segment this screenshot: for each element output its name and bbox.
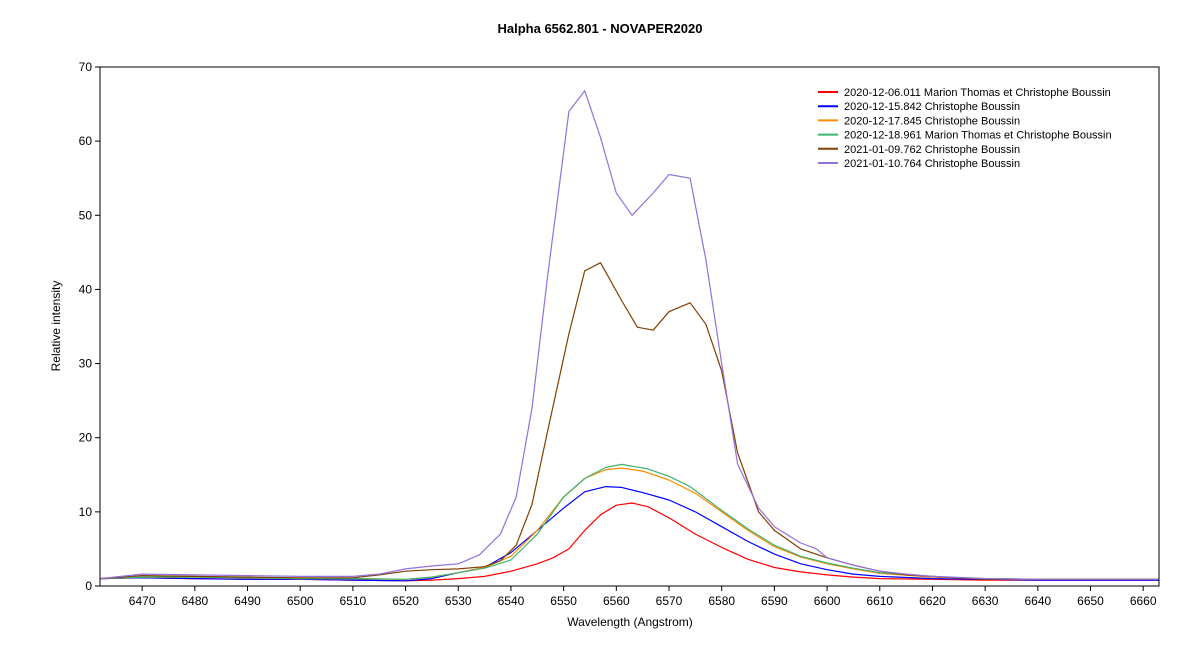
series-line-6 xyxy=(99,90,1159,580)
plot-area xyxy=(99,90,1159,582)
y-tick-label: 70 xyxy=(79,60,93,74)
x-tick-label: 6520 xyxy=(392,594,419,608)
x-tick-label: 6490 xyxy=(234,594,261,608)
series-line-4 xyxy=(99,463,1159,580)
y-tick-label: 0 xyxy=(85,579,92,593)
x-tick-label: 6640 xyxy=(1024,594,1051,608)
legend-label: 2020-12-17.845 Christophe Boussin xyxy=(844,115,1020,127)
x-tick-label: 6610 xyxy=(866,594,893,608)
y-axis: 0 10 20 30 40 50 60 70 xyxy=(79,60,100,593)
x-tick-label: 6500 xyxy=(287,594,314,608)
y-tick-label: 40 xyxy=(79,282,93,296)
y-tick-label: 10 xyxy=(79,505,93,519)
x-tick-label: 6480 xyxy=(181,594,208,608)
plot-frame xyxy=(99,66,1160,587)
y-tick-label: 20 xyxy=(79,431,93,445)
legend-label: 2020-12-18.961 Marion Thomas et Christop… xyxy=(844,130,1112,142)
x-tick-label: 6510 xyxy=(340,594,367,608)
x-tick-label: 6530 xyxy=(445,594,472,608)
x-tick-label: 6650 xyxy=(1077,594,1104,608)
legend-label: 2020-12-06.011 Marion Thomas et Christop… xyxy=(844,87,1111,99)
series-line-3 xyxy=(99,467,1159,580)
x-tick-label: 6600 xyxy=(814,594,841,608)
legend-label: 2021-01-10.764 Christophe Boussin xyxy=(844,158,1020,170)
y-axis-label: Relative intensity xyxy=(49,281,63,372)
y-tick-label: 30 xyxy=(79,357,93,371)
x-tick-label: 6540 xyxy=(498,594,525,608)
series-line-2 xyxy=(99,486,1159,582)
series-line-5 xyxy=(99,262,1159,580)
y-tick-label: 60 xyxy=(79,134,93,148)
legend-label: 2021-01-09.762 Christophe Boussin xyxy=(844,144,1020,156)
legend: 2020-12-06.011 Marion Thomas et Christop… xyxy=(818,87,1112,170)
series-line-1 xyxy=(99,502,1159,582)
x-tick-label: 6590 xyxy=(761,594,788,608)
x-tick-label: 6560 xyxy=(603,594,630,608)
x-tick-label: 6660 xyxy=(1130,594,1157,608)
x-tick-label: 6550 xyxy=(550,594,577,608)
x-tick-label: 6630 xyxy=(972,594,999,608)
x-tick-label: 6620 xyxy=(919,594,946,608)
x-axis-label: Wavelength (Angstrom) xyxy=(567,615,693,629)
chart-title: Halpha 6562.801 - NOVAPER2020 xyxy=(498,21,703,36)
y-tick-label: 50 xyxy=(79,208,93,222)
x-axis: 6470 6480 6490 6500 6510 6520 6530 6540 6550 6560… xyxy=(129,586,1157,608)
x-tick-label: 6470 xyxy=(129,594,156,608)
x-tick-label: 6570 xyxy=(656,594,683,608)
legend-label: 2020-12-15.842 Christophe Boussin xyxy=(844,101,1020,113)
x-tick-label: 6580 xyxy=(708,594,735,608)
